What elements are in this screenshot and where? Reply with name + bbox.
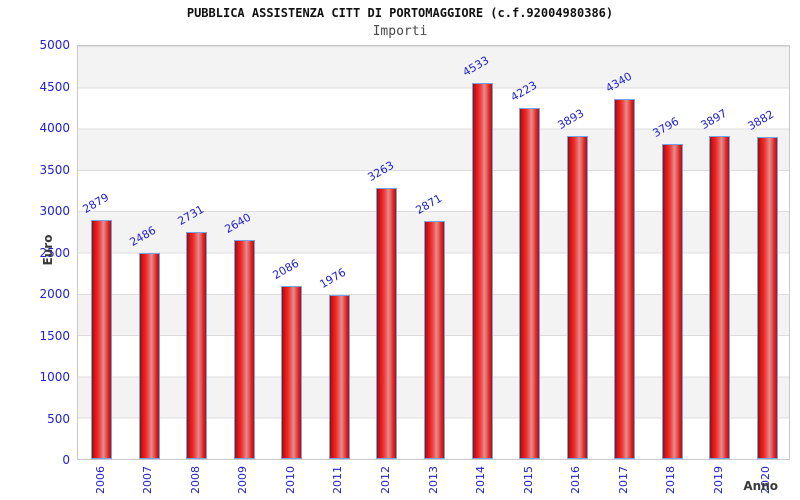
chart-subtitle: Importi bbox=[372, 24, 428, 39]
bar-value-label: 4533 bbox=[460, 53, 492, 79]
bar-2007 bbox=[138, 253, 160, 459]
y-tick-label: 4500 bbox=[39, 79, 70, 94]
x-tick-label-2007: 2007 bbox=[141, 466, 155, 494]
x-tick-label-2006: 2006 bbox=[93, 466, 107, 494]
y-tick-label: 3500 bbox=[39, 162, 70, 177]
bar-2016 bbox=[566, 136, 588, 459]
bar-value-label: 4223 bbox=[508, 78, 539, 104]
x-tick-label-2017: 2017 bbox=[616, 466, 630, 494]
bar-value-label: 2879 bbox=[80, 190, 112, 216]
bar-value-label: 2086 bbox=[270, 256, 302, 282]
y-tick-label: 5000 bbox=[39, 38, 70, 52]
bar-value-label: 2731 bbox=[175, 202, 207, 228]
x-tick-label-2016: 2016 bbox=[569, 466, 583, 494]
bar-2006 bbox=[91, 220, 113, 459]
bar-2015 bbox=[519, 108, 541, 459]
x-tick-label-2015: 2015 bbox=[521, 466, 535, 494]
bar-value-label: 2640 bbox=[222, 210, 254, 236]
x-tick-label-2018: 2018 bbox=[664, 466, 678, 494]
bar-2014 bbox=[471, 83, 493, 459]
y-tick-label: 500 bbox=[47, 411, 70, 426]
bar-value-label: 3796 bbox=[650, 114, 682, 140]
y-axis-title: Euro bbox=[41, 234, 55, 266]
chart-title: PUBBLICA ASSISTENZA CITT DI PORTOMAGGIOR… bbox=[186, 6, 614, 20]
y-tick-label: 2000 bbox=[39, 287, 70, 301]
bar-2009 bbox=[233, 240, 255, 459]
x-tick-label-2012: 2012 bbox=[378, 466, 392, 494]
x-tick-label-2010: 2010 bbox=[283, 466, 297, 494]
x-tick-label-2019: 2019 bbox=[711, 466, 725, 494]
bar-2011 bbox=[328, 295, 350, 459]
bar-value-label: 3882 bbox=[745, 107, 777, 133]
y-tick-label: 1500 bbox=[39, 328, 70, 343]
y-tick-label: 3000 bbox=[39, 204, 70, 218]
bar-value-label: 3897 bbox=[698, 106, 729, 132]
plot-area: 2879 2486 2731 2640 2086 1976 3263 2871 4533 4223… bbox=[77, 45, 790, 460]
y-tick-label: 1000 bbox=[39, 370, 70, 384]
y-tick-label: 0 bbox=[62, 453, 70, 467]
x-tick-label-2014: 2014 bbox=[474, 466, 488, 494]
bar-2008 bbox=[186, 232, 208, 459]
bar-2013 bbox=[424, 221, 445, 459]
x-tick-label-2013: 2013 bbox=[426, 466, 440, 494]
y-tick-label: 2500 bbox=[39, 245, 70, 260]
x-tick-label-2008: 2008 bbox=[188, 466, 202, 494]
bar-value-label: 3893 bbox=[555, 106, 587, 132]
bar-2010 bbox=[281, 286, 303, 459]
bar-value-label: 1976 bbox=[317, 265, 349, 291]
bar-2019 bbox=[709, 136, 731, 459]
bar-2018 bbox=[661, 144, 683, 459]
y-tick-label: 4000 bbox=[39, 121, 70, 135]
bar-2017 bbox=[614, 99, 636, 459]
bar-value-label: 4340 bbox=[603, 69, 634, 95]
x-axis-title: Anno bbox=[743, 479, 778, 493]
bar-value-label: 2871 bbox=[413, 191, 444, 217]
bar-2020 bbox=[756, 137, 778, 459]
x-tick-label-2011: 2011 bbox=[331, 466, 345, 494]
bar-2012 bbox=[376, 188, 398, 459]
x-tick-label-2009: 2009 bbox=[236, 466, 250, 494]
bar-value-label: 2486 bbox=[127, 223, 159, 249]
bar-value-label: 3263 bbox=[365, 158, 397, 184]
